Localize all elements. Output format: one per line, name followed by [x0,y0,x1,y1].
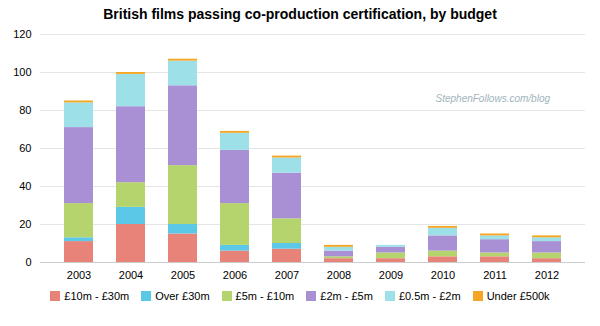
svg-text:40: 40 [19,180,31,192]
svg-text:2010: 2010 [431,269,455,281]
html-text:£5m - £10m: £5m - £10m [235,290,295,302]
svg-text:60: 60 [19,142,31,154]
html-text:British films passing co-produ: British films passing co-production cert… [103,6,497,22]
html-text:Over £30m: Over £30m [155,290,210,302]
svg-text:120: 120 [13,28,31,40]
svg-text:2006: 2006 [223,269,247,281]
svg-text:StephenFollows.com/blog: StephenFollows.com/blog [436,93,551,104]
html-text:£2m - £5m: £2m - £5m [320,290,373,302]
svg-text:2003: 2003 [67,269,91,281]
html-text:Under £500k: Under £500k [486,290,550,302]
svg-text:2011: 2011 [483,269,507,281]
html-text:£0.5m - £2m: £0.5m - £2m [398,290,461,302]
svg-text:2009: 2009 [379,269,403,281]
svg-text:0: 0 [25,256,31,268]
svg-text:100: 100 [13,66,31,78]
svg-text:2004: 2004 [119,269,143,281]
svg-text:80: 80 [19,104,31,116]
svg-text:2005: 2005 [171,269,195,281]
svg-text:2007: 2007 [275,269,299,281]
html-text:£10m - £30m: £10m - £30m [64,290,130,302]
svg-text:2012: 2012 [535,269,559,281]
svg-text:20: 20 [19,218,31,230]
svg-text:2008: 2008 [327,269,351,281]
